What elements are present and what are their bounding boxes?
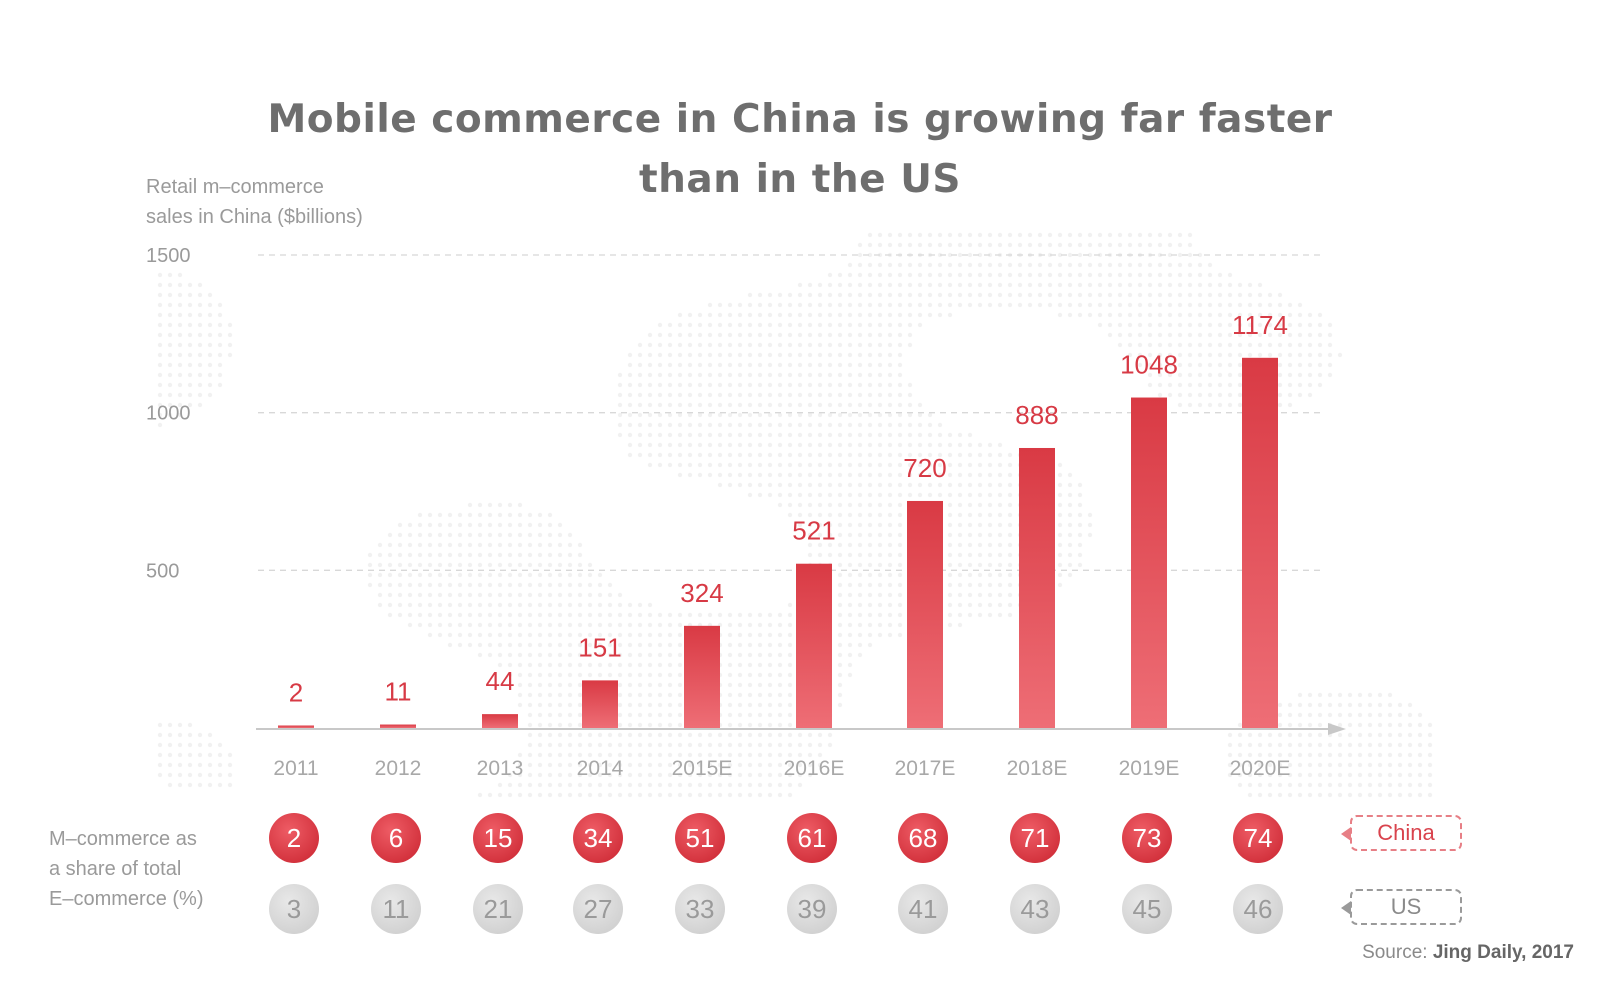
legend-us-label: US <box>1390 894 1422 919</box>
bar-value-label: 1048 <box>1120 350 1178 380</box>
bar-value-label: 521 <box>792 516 835 546</box>
share-label-line-3: E–commerce (%) <box>49 888 204 910</box>
x-tick-label: 2020E <box>1230 757 1291 780</box>
china-share-value: 74 <box>1244 823 1273 853</box>
china-share-value: 68 <box>909 823 938 853</box>
china-share-circle <box>1122 813 1172 863</box>
bar-value-label: 151 <box>578 632 621 662</box>
chart-title: Mobile commerce in China is growing far … <box>0 90 1600 210</box>
bar-value-label: 888 <box>1015 400 1058 430</box>
y-axis-label: Retail m–commerce sales in China ($billi… <box>146 172 406 232</box>
bar <box>582 680 618 728</box>
x-tick-label: 2019E <box>1119 757 1180 780</box>
bars: 2 2011 11 2012 44 2013 151 2014 324 2015E 521 2016E… <box>273 310 1290 780</box>
us-share-circle <box>898 884 948 934</box>
bar <box>684 625 720 728</box>
china-share-value: 15 <box>484 823 513 853</box>
bar <box>796 563 832 728</box>
china-share-circle <box>898 813 948 863</box>
bar <box>907 500 943 728</box>
us-share-circle <box>371 884 421 934</box>
legend-us: US <box>1341 889 1462 925</box>
y-axis-label-line-2: sales in China ($billions) <box>146 206 363 228</box>
china-share-circle <box>473 813 523 863</box>
title-line-1: Mobile commerce in China is growing far … <box>267 97 1333 142</box>
china-share-value: 34 <box>584 823 613 853</box>
us-share-value: 43 <box>1021 894 1050 924</box>
us-share-value: 11 <box>383 894 410 924</box>
x-tick-label: 2017E <box>895 757 956 780</box>
x-tick-label: 2018E <box>1007 757 1068 780</box>
bar-value-label: 2 <box>289 678 303 708</box>
us-share-value: 27 <box>584 894 613 924</box>
title-line-2: than in the US <box>639 157 961 202</box>
us-share-value: 45 <box>1133 894 1162 924</box>
china-share-circle <box>269 813 319 863</box>
source-note: Source: Jing Daily, 2017 <box>1362 942 1574 964</box>
us-share-circle <box>1010 884 1060 934</box>
bar-value-label: 720 <box>903 453 946 483</box>
share-label-line-1: M–commerce as <box>49 828 197 850</box>
source-prefix: Source: <box>1362 942 1428 963</box>
tag-pointer-icon <box>1341 827 1351 841</box>
china-share-circle <box>573 813 623 863</box>
china-share-circle <box>1010 813 1060 863</box>
us-share-circle <box>1233 884 1283 934</box>
y-tick-label: 1000 <box>146 403 191 425</box>
china-share-circle <box>1233 813 1283 863</box>
us-share-value: 21 <box>484 894 513 924</box>
us-share-circle <box>675 884 725 934</box>
china-share-value: 51 <box>686 823 715 853</box>
bar-value-label: 1174 <box>1232 310 1288 340</box>
us-share-circle <box>1122 884 1172 934</box>
us-share-circle <box>473 884 523 934</box>
bar-value-label: 324 <box>680 578 723 608</box>
bar <box>278 725 314 728</box>
us-share-value: 41 <box>909 894 938 924</box>
y-tick-label: 1500 <box>146 245 191 267</box>
bar-value-label: 44 <box>486 666 515 696</box>
source-name: Jing Daily, 2017 <box>1432 942 1574 963</box>
us-share-circle <box>787 884 837 934</box>
us-share-value: 33 <box>686 894 715 924</box>
share-label-line-2: a share of total <box>49 858 182 880</box>
gridlines: 500 1000 1500 <box>146 245 1346 735</box>
legend-china-label: China <box>1377 820 1435 845</box>
us-share-value: 46 <box>1244 894 1273 924</box>
us-share-circle <box>573 884 623 934</box>
x-tick-label: 2013 <box>477 757 524 780</box>
china-share-value: 6 <box>389 823 403 853</box>
x-tick-label: 2011 <box>273 757 318 780</box>
legend-china: China <box>1341 815 1462 851</box>
china-share-circle <box>675 813 725 863</box>
bar <box>482 714 518 728</box>
y-axis-label-line-1: Retail m–commerce <box>146 176 324 198</box>
x-tick-label: 2014 <box>577 757 624 780</box>
bar <box>1131 397 1167 728</box>
bar-value-label: 11 <box>385 677 412 707</box>
x-tick-label: 2016E <box>784 757 845 780</box>
bar <box>1242 357 1278 728</box>
china-share-circle <box>787 813 837 863</box>
china-share-value: 71 <box>1021 823 1050 853</box>
us-share-value: 3 <box>287 894 301 924</box>
china-share-value: 61 <box>798 823 827 853</box>
share-circles: 2 6 15 34 51 61 68 71 73 74 3 11 21 27 33 39 41 43 45 46 <box>269 813 1283 934</box>
us-share-circle <box>269 884 319 934</box>
china-share-circle <box>371 813 421 863</box>
y-tick-label: 500 <box>146 560 179 582</box>
bar <box>380 724 416 728</box>
us-share-value: 39 <box>798 894 827 924</box>
x-axis-arrow-icon <box>1328 723 1346 735</box>
share-label: M–commerce as a share of total E–commerc… <box>49 824 249 914</box>
x-tick-label: 2015E <box>672 757 733 780</box>
china-share-value: 73 <box>1133 823 1162 853</box>
tag-pointer-icon <box>1341 901 1351 915</box>
china-share-value: 2 <box>287 823 301 853</box>
bar <box>1019 447 1055 728</box>
x-tick-label: 2012 <box>375 757 422 780</box>
